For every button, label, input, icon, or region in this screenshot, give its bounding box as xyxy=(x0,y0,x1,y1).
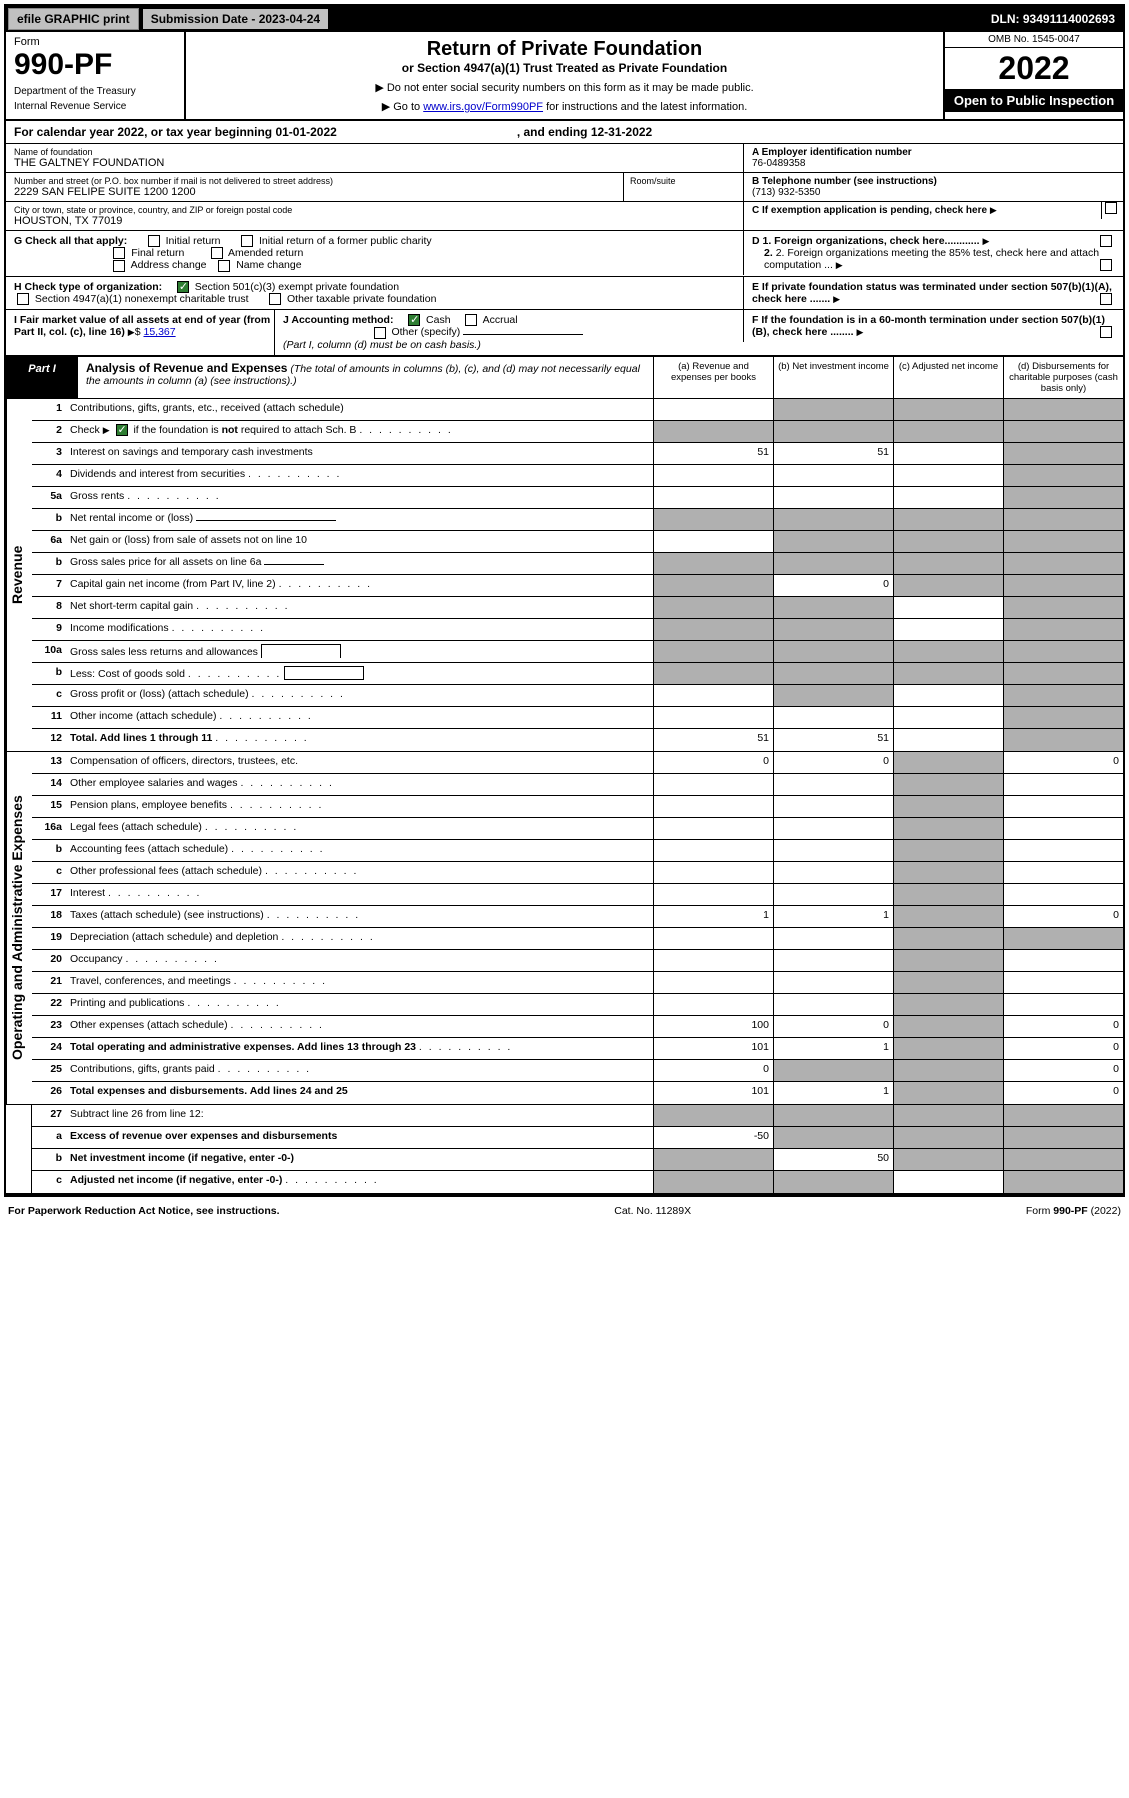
form-document: efile GRAPHIC print Submission Date - 20… xyxy=(4,4,1125,1197)
room-label: Room/suite xyxy=(630,176,737,186)
phone-label: B Telephone number (see instructions) xyxy=(752,176,937,187)
revenue-side-label: Revenue xyxy=(6,399,32,751)
foundation-name: THE GALTNEY FOUNDATION xyxy=(14,157,735,169)
g-initial-checkbox[interactable] xyxy=(148,235,160,247)
line27-section: 27Subtract line 26 from line 12: aExcess… xyxy=(6,1105,1123,1195)
irs-label: Internal Revenue Service xyxy=(14,101,176,112)
ssn-note: ▶ Do not enter social security numbers o… xyxy=(196,81,933,94)
form-footer-label: Form 990-PF (2022) xyxy=(1026,1205,1121,1217)
cal-year-end: , and ending 12-31-2022 xyxy=(517,125,652,139)
form-header: Form 990-PF Department of the Treasury I… xyxy=(6,32,1123,121)
form-subtitle: or Section 4947(a)(1) Trust Treated as P… xyxy=(196,61,933,75)
g-namechg-checkbox[interactable] xyxy=(218,260,230,272)
dln-label: DLN: 93491114002693 xyxy=(983,9,1123,29)
address-value: 2229 SAN FELIPE SUITE 1200 1200 xyxy=(14,186,619,198)
form-word: Form xyxy=(14,36,176,48)
f-checkbox[interactable] xyxy=(1100,326,1112,338)
g-final-checkbox[interactable] xyxy=(113,247,125,259)
top-bar: efile GRAPHIC print Submission Date - 20… xyxy=(6,6,1123,32)
goto-note: ▶ Go to www.irs.gov/Form990PF for instru… xyxy=(196,100,933,113)
j-cash-checkbox[interactable] xyxy=(408,314,420,326)
tax-year: 2022 xyxy=(945,48,1123,89)
g-label: G Check all that apply: xyxy=(14,235,127,247)
d2-label: 2. Foreign organizations meeting the 85%… xyxy=(764,247,1099,271)
col-a-header: (a) Revenue and expenses per books xyxy=(653,357,773,398)
form-number: 990-PF xyxy=(14,48,176,82)
d1-label: D 1. Foreign organizations, check here..… xyxy=(752,235,980,247)
expenses-side-label: Operating and Administrative Expenses xyxy=(6,752,32,1104)
d2-checkbox[interactable] xyxy=(1100,259,1112,271)
form-title: Return of Private Foundation xyxy=(196,38,933,61)
cal-year-begin: For calendar year 2022, or tax year begi… xyxy=(14,125,337,139)
paperwork-notice: For Paperwork Reduction Act Notice, see … xyxy=(8,1205,280,1217)
omb-number: OMB No. 1545-0047 xyxy=(945,32,1123,48)
h-501c3-checkbox[interactable] xyxy=(177,281,189,293)
submission-date: Submission Date - 2023-04-24 xyxy=(143,9,328,29)
info-grid: Name of foundation THE GALTNEY FOUNDATIO… xyxy=(6,144,1123,231)
name-label: Name of foundation xyxy=(14,147,735,157)
open-public: Open to Public Inspection xyxy=(945,89,1123,112)
h-other-checkbox[interactable] xyxy=(269,293,281,305)
ein-value: 76-0489358 xyxy=(752,158,805,169)
city-label: City or town, state or province, country… xyxy=(14,205,735,215)
e-checkbox[interactable] xyxy=(1100,293,1112,305)
g-initial-former-checkbox[interactable] xyxy=(241,235,253,247)
d1-checkbox[interactable] xyxy=(1100,235,1112,247)
col-d-header: (d) Disbursements for charitable purpose… xyxy=(1003,357,1123,398)
g-amended-checkbox[interactable] xyxy=(211,247,223,259)
e-label: E If private foundation status was termi… xyxy=(752,281,1112,305)
city-value: HOUSTON, TX 77019 xyxy=(14,215,735,227)
j-other-checkbox[interactable] xyxy=(374,327,386,339)
address-label: Number and street (or P.O. box number if… xyxy=(14,176,619,186)
schb-checkbox[interactable] xyxy=(116,424,128,436)
c-checkbox[interactable] xyxy=(1105,202,1117,214)
dept-treasury: Department of the Treasury xyxy=(14,86,176,97)
cat-number: Cat. No. 11289X xyxy=(280,1205,1026,1217)
ein-label: A Employer identification number xyxy=(752,147,912,158)
i-value[interactable]: 15,367 xyxy=(143,326,175,338)
section-h-row: H Check type of organization: Section 50… xyxy=(6,277,1123,310)
col-c-header: (c) Adjusted net income xyxy=(893,357,1003,398)
section-ij-row: I Fair market value of all assets at end… xyxy=(6,310,1123,356)
section-g-row: G Check all that apply: Initial return I… xyxy=(6,231,1123,277)
f-label: F If the foundation is in a 60-month ter… xyxy=(752,314,1105,338)
j-label: J Accounting method: xyxy=(283,314,393,326)
h-label: H Check type of organization: xyxy=(14,281,162,293)
col-b-header: (b) Net investment income xyxy=(773,357,893,398)
expenses-section: Operating and Administrative Expenses 13… xyxy=(6,752,1123,1105)
part1-header: Part I Analysis of Revenue and Expenses … xyxy=(6,357,1123,399)
phone-value: (713) 932-5350 xyxy=(752,187,820,198)
j-accrual-checkbox[interactable] xyxy=(465,314,477,326)
revenue-section: Revenue 1Contributions, gifts, grants, e… xyxy=(6,399,1123,752)
efile-print-button[interactable]: efile GRAPHIC print xyxy=(8,8,139,30)
j-note: (Part I, column (d) must be on cash basi… xyxy=(283,339,481,351)
g-addrchg-checkbox[interactable] xyxy=(113,260,125,272)
page-footer: For Paperwork Reduction Act Notice, see … xyxy=(0,1201,1129,1221)
c-label: C If exemption application is pending, c… xyxy=(752,205,987,216)
calendar-year-row: For calendar year 2022, or tax year begi… xyxy=(6,121,1123,144)
part1-title: Analysis of Revenue and Expenses xyxy=(86,361,287,375)
irs-link[interactable]: www.irs.gov/Form990PF xyxy=(423,101,543,113)
h-4947-checkbox[interactable] xyxy=(17,293,29,305)
part1-label: Part I xyxy=(6,357,78,398)
